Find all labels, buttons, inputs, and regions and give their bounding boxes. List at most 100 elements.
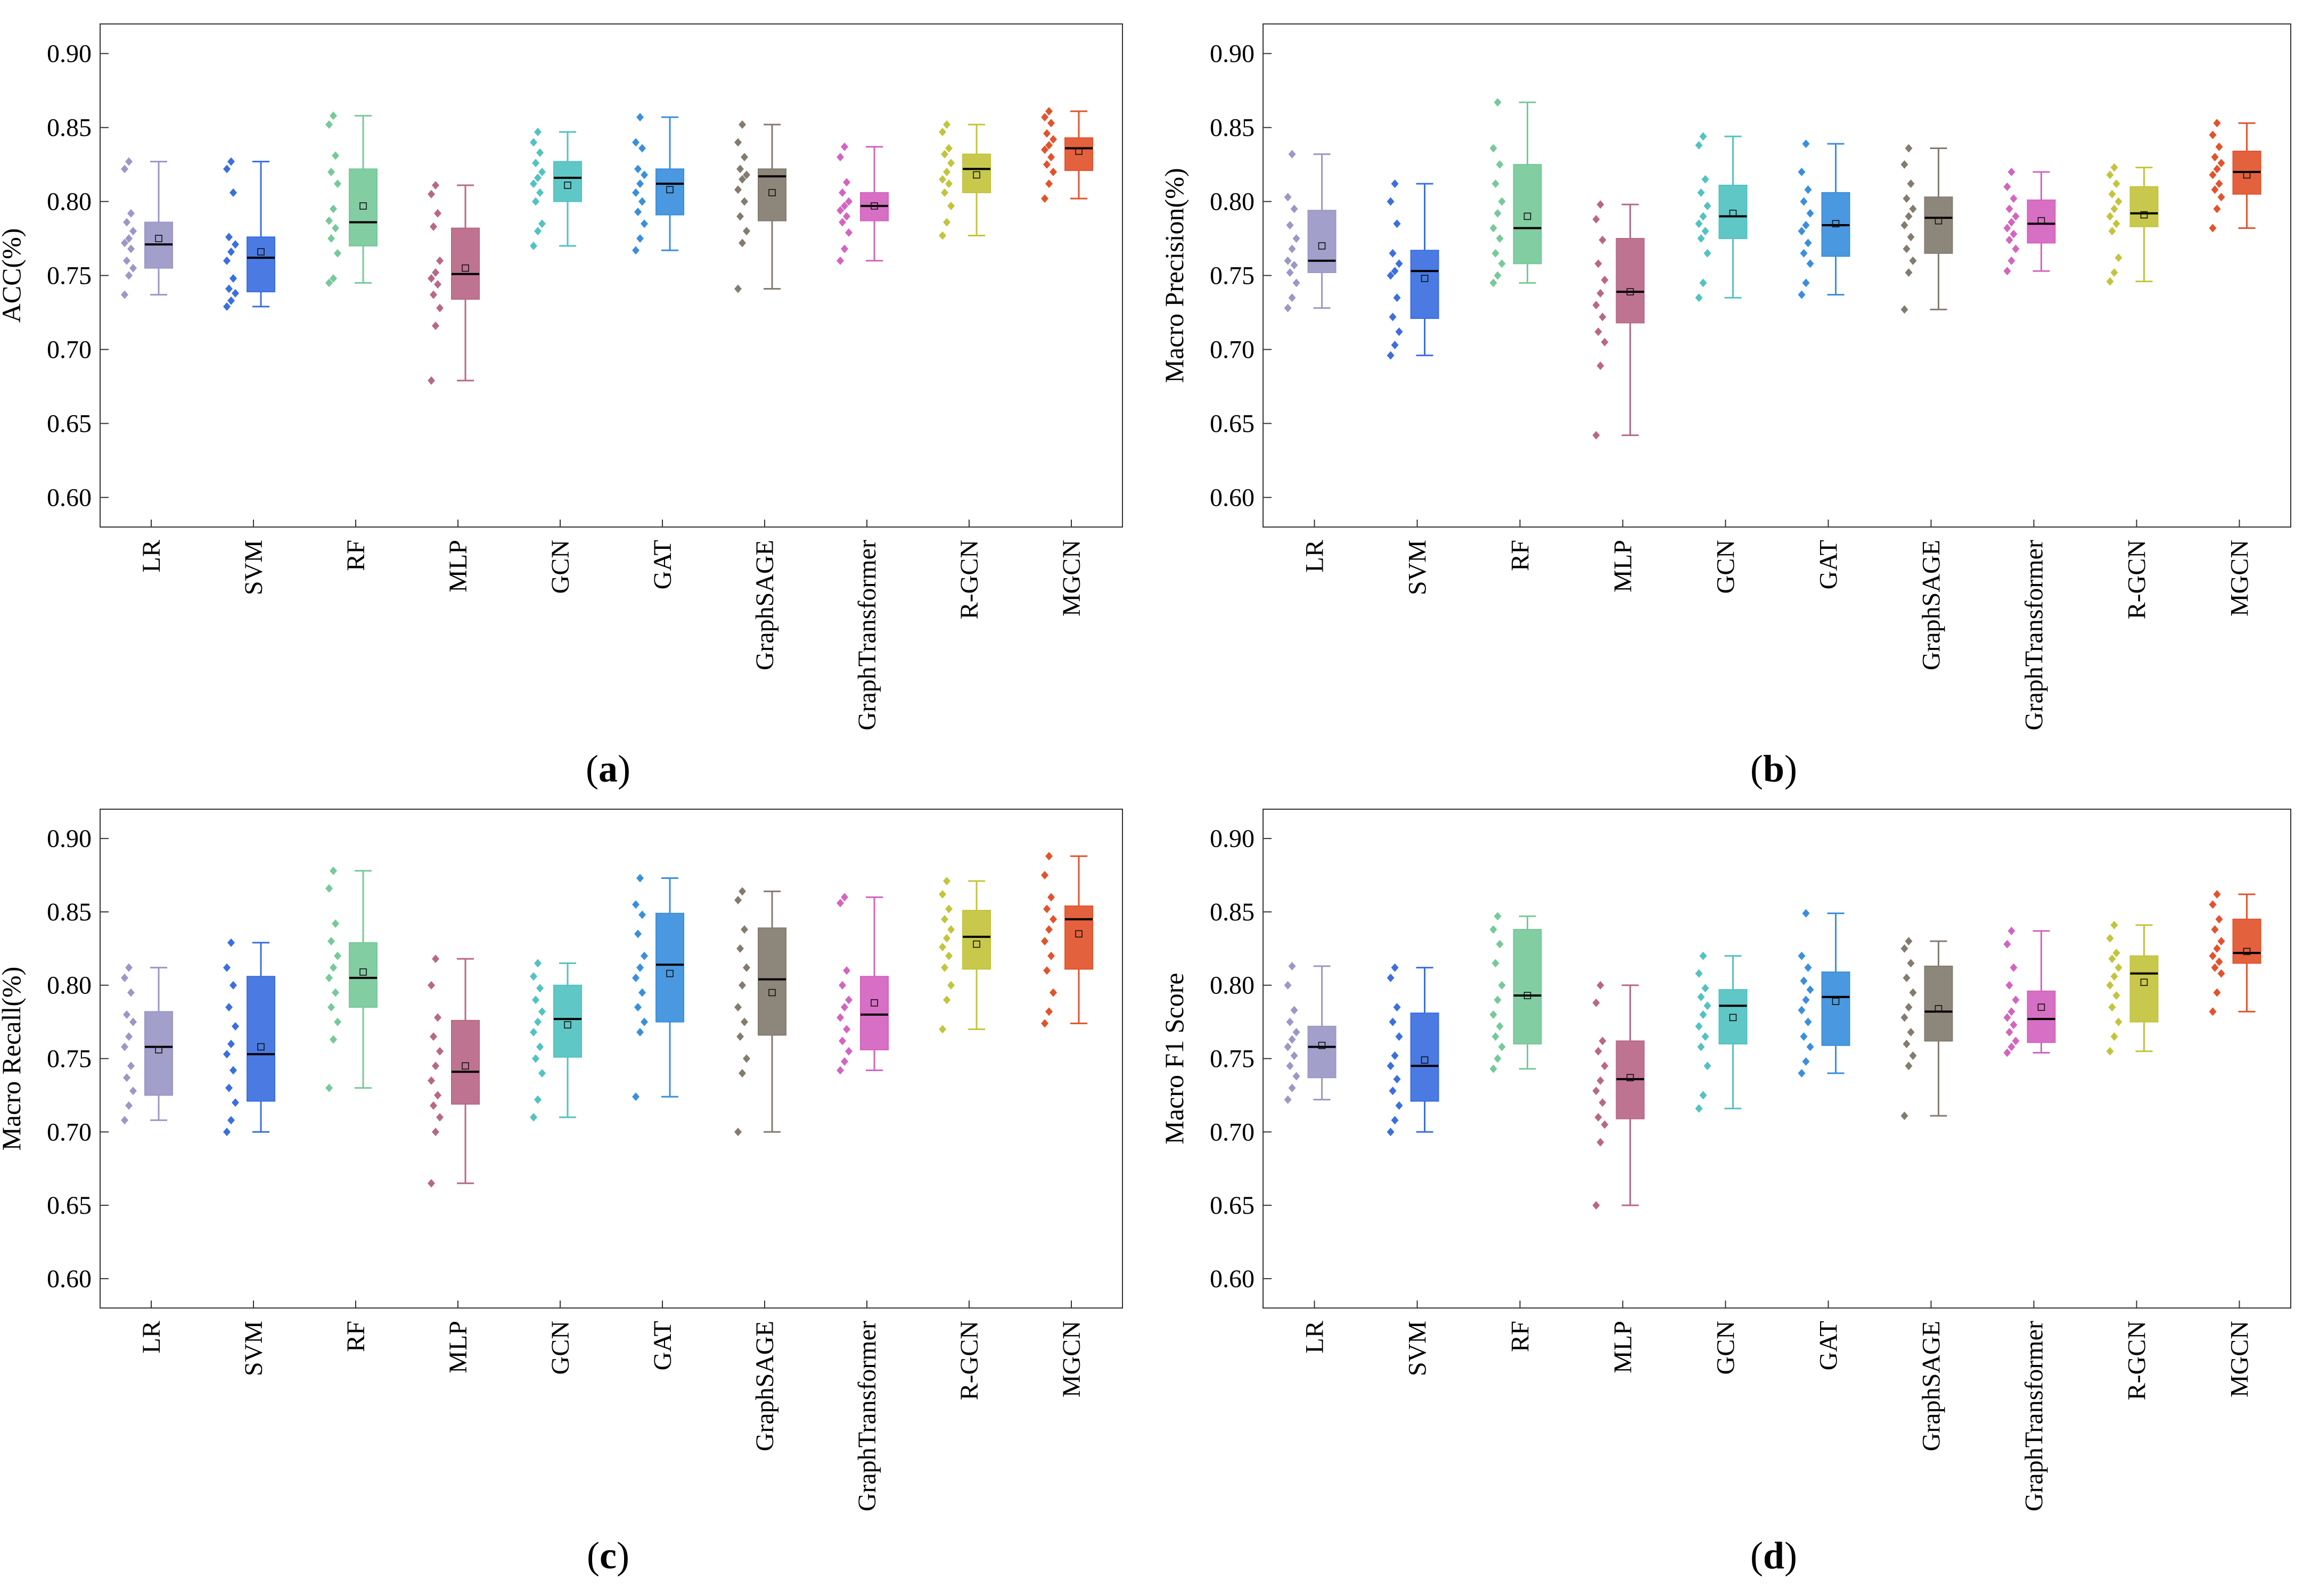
data-point xyxy=(2115,253,2122,262)
data-point xyxy=(1905,937,1913,946)
data-point xyxy=(227,1116,235,1125)
data-point xyxy=(1286,1017,1294,1026)
data-point xyxy=(1498,981,1506,990)
box xyxy=(1307,210,1337,273)
data-point xyxy=(1699,1010,1707,1019)
data-point xyxy=(939,231,946,240)
data-point xyxy=(2213,944,2221,953)
data-point xyxy=(945,144,953,153)
box xyxy=(2129,955,2159,1023)
data-point xyxy=(739,981,746,990)
data-point xyxy=(1601,338,1609,347)
data-point xyxy=(127,244,135,253)
data-point xyxy=(1907,179,1915,188)
box xyxy=(451,227,480,300)
category-label: GraphSAGE xyxy=(751,540,779,670)
data-point xyxy=(330,111,337,120)
data-point xyxy=(1292,278,1300,287)
data-point xyxy=(1909,988,1917,997)
data-point xyxy=(1900,1013,1908,1022)
data-point xyxy=(2112,949,2120,958)
data-point xyxy=(532,996,539,1005)
data-point xyxy=(641,951,648,960)
category-label: R-GCN xyxy=(2123,540,2151,619)
data-point xyxy=(1798,1006,1806,1015)
category-label: GAT xyxy=(649,1321,677,1370)
data-point xyxy=(121,164,128,174)
data-point xyxy=(839,188,846,197)
data-point xyxy=(837,256,844,265)
panel-label: (a) xyxy=(586,747,630,790)
data-point xyxy=(1491,179,1499,188)
data-point xyxy=(327,1003,335,1012)
box xyxy=(2027,990,2056,1043)
data-point xyxy=(2005,981,2013,990)
data-point xyxy=(1393,1003,1401,1012)
category-label: RF xyxy=(342,540,370,571)
data-point xyxy=(1043,904,1051,914)
data-point xyxy=(436,1047,444,1056)
data-point xyxy=(1697,992,1705,1001)
mean-marker xyxy=(155,235,162,242)
data-point xyxy=(2108,1003,2116,1012)
data-point xyxy=(843,212,850,221)
mean-marker xyxy=(1318,1041,1326,1049)
mean-marker xyxy=(1075,930,1083,938)
box xyxy=(451,1019,480,1105)
data-point xyxy=(739,1069,746,1078)
data-point xyxy=(325,120,333,129)
data-point xyxy=(2106,981,2114,990)
data-point xyxy=(841,1057,848,1066)
data-point xyxy=(841,893,848,902)
data-point xyxy=(1391,963,1399,972)
data-point xyxy=(225,1003,233,1012)
data-point xyxy=(1701,984,1709,993)
category-label: MGCN xyxy=(2226,1321,2254,1397)
box xyxy=(1513,164,1542,265)
data-point xyxy=(1594,1113,1602,1122)
data-point xyxy=(1798,951,1806,960)
box xyxy=(1718,989,1748,1044)
y-axis-title: Macro F1 Score xyxy=(1159,973,1189,1144)
data-point xyxy=(943,877,950,886)
data-point xyxy=(1389,1087,1397,1096)
data-point xyxy=(530,138,537,147)
data-point xyxy=(1909,1051,1917,1060)
data-point xyxy=(945,904,953,914)
data-point xyxy=(1599,235,1607,244)
category-label: MGCN xyxy=(2226,540,2254,616)
data-point xyxy=(638,988,646,997)
data-point xyxy=(634,164,642,174)
data-point xyxy=(845,197,853,206)
data-point xyxy=(1601,1062,1609,1071)
data-point xyxy=(638,910,646,919)
data-point xyxy=(1045,179,1053,188)
data-point xyxy=(634,1003,642,1012)
data-point xyxy=(1903,244,1911,253)
data-point xyxy=(634,929,642,939)
data-point xyxy=(736,1032,744,1041)
data-point xyxy=(1599,1036,1607,1046)
mean-marker xyxy=(973,940,980,948)
data-point xyxy=(636,113,644,122)
data-point xyxy=(1387,271,1395,280)
category-label: MLP xyxy=(444,540,472,593)
category-label: GraphTransformer xyxy=(853,1321,881,1511)
data-point xyxy=(845,996,853,1005)
data-point xyxy=(1290,261,1298,270)
mean-marker xyxy=(462,1062,469,1070)
mean-marker xyxy=(1626,1074,1634,1082)
data-point xyxy=(1806,985,1814,994)
panel-b: 0.60 0.65 0.70 0.75 0.80 0.85 0.90 Macro Precis… xyxy=(1159,23,2291,790)
data-point xyxy=(1907,1027,1915,1036)
y-tick-label: 0.65 xyxy=(47,409,92,438)
data-point xyxy=(1697,234,1705,243)
data-point xyxy=(1900,944,1908,953)
data-point xyxy=(1041,871,1048,880)
data-point xyxy=(1496,940,1504,949)
data-point xyxy=(1292,234,1300,243)
mean-marker xyxy=(666,186,674,194)
mean-marker xyxy=(1832,998,1840,1005)
data-point xyxy=(1290,1051,1298,1060)
data-point xyxy=(1695,141,1703,150)
